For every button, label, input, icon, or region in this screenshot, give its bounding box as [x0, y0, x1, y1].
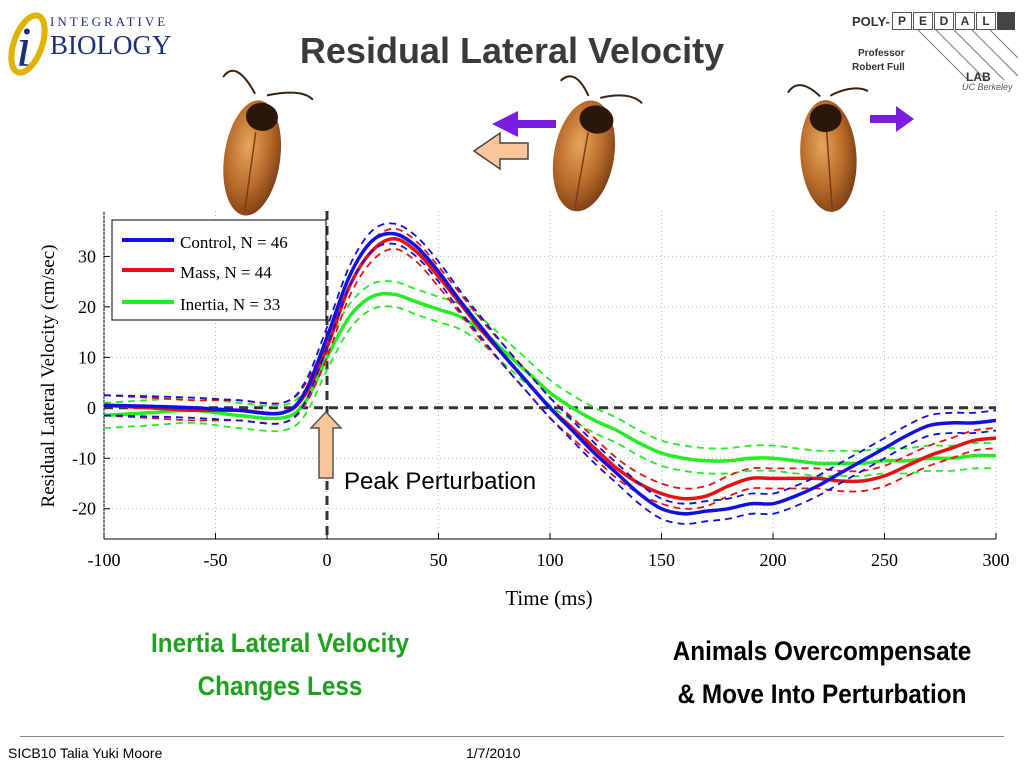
y-tick-label: 30 — [78, 246, 96, 266]
logo-letter: A — [955, 12, 975, 30]
footer-author: SICB10 Talia Yuki Moore — [8, 745, 163, 761]
y-tick-label: 0 — [87, 398, 96, 418]
direction-arrow-icon — [870, 106, 914, 132]
logo-lab: LAB — [966, 70, 991, 84]
caption-left-line-1: Inertia Lateral Velocity — [151, 628, 409, 658]
legend-label-inertia: Inertia, N = 33 — [180, 295, 280, 314]
cockroach-icon — [787, 84, 869, 212]
series-layer — [104, 222, 996, 525]
logo-person-title: Professor — [858, 48, 905, 59]
x-tick-label: 250 — [871, 550, 898, 570]
logo-letter: L — [976, 12, 996, 30]
x-tick-label: 100 — [537, 550, 564, 570]
y-tick-label: -20 — [72, 499, 96, 519]
caption-left-line-2: Changes Less — [197, 671, 363, 701]
logo-letter: D — [934, 12, 954, 30]
logo-brand-prefix: POLY- — [852, 14, 890, 29]
logo-person-name: Robert Full — [852, 62, 905, 73]
x-axis-label: Time (ms) — [505, 586, 592, 610]
x-tick-label: 150 — [648, 550, 675, 570]
footer-divider — [20, 736, 1004, 737]
polypedal-lab-logo: POLY- P E D A L Professor Robert Full LA… — [848, 10, 1018, 94]
series-band-lower-inertia — [104, 305, 996, 477]
y-axis-label: Residual Lateral Velocity (cm/sec) — [38, 245, 59, 508]
logo-institution: UC Berkeley — [962, 82, 1013, 92]
legend-label-control: Control, N = 46 — [180, 233, 288, 252]
integrative-biology-logo: i INTEGRATIVE BIOLOGY — [6, 8, 172, 76]
x-tick-label: 50 — [430, 550, 448, 570]
footer-date: 1/7/2010 — [466, 745, 521, 761]
series-band-upper-control — [104, 222, 996, 505]
ib-logo-mark-icon: i — [8, 12, 48, 76]
cockroach-icon — [222, 69, 314, 216]
logo-letter: P — [892, 12, 912, 30]
series-line-inertia — [104, 291, 996, 466]
x-tick-label: -100 — [88, 550, 121, 570]
logo-letter: E — [913, 12, 933, 30]
x-tick-label: 300 — [983, 550, 1010, 570]
peak-perturbation-arrow-icon — [309, 410, 343, 479]
logo-black-square-icon — [997, 12, 1015, 30]
series-band-lower-mass — [104, 247, 996, 510]
x-tick-label: 0 — [323, 550, 332, 570]
svg-text:i: i — [16, 17, 32, 76]
logo-diagonal-stripes-icon — [917, 30, 1018, 81]
series-band-lower-control — [104, 242, 996, 525]
y-tick-label: 20 — [78, 297, 96, 317]
slide-title: Residual Lateral Velocity — [299, 30, 725, 71]
y-tick-label: 10 — [78, 347, 96, 367]
logo-line-1: INTEGRATIVE — [50, 14, 169, 29]
caption-right-line-1: Animals Overcompensate — [672, 636, 972, 666]
peak-perturbation-label: Peak Perturbation — [344, 468, 536, 495]
x-tick-label: -50 — [204, 550, 228, 570]
legend: Control, N = 46 Mass, N = 44 Inertia, N … — [111, 219, 327, 321]
x-tick-label: 200 — [760, 550, 787, 570]
y-tick-label: -10 — [72, 448, 96, 468]
series-line-control — [104, 231, 996, 516]
perturbation-arrow-icon — [472, 131, 529, 171]
logo-line-2: BIOLOGY — [50, 30, 172, 60]
caption-left: Inertia Lateral Velocity Changes Less — [109, 622, 451, 708]
cockroach-icon — [552, 75, 643, 212]
legend-label-mass: Mass, N = 44 — [180, 263, 272, 282]
caption-right-line-2: & Move Into Perturbation — [677, 679, 967, 709]
logo-letter-row: P E D A L — [892, 12, 1015, 30]
caption-right: Animals Overcompensate & Move Into Pertu… — [633, 630, 1011, 716]
direction-arrow-icon — [492, 111, 556, 137]
